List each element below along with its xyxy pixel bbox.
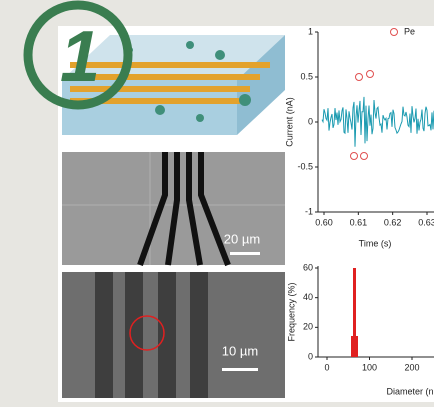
histogram-bar — [351, 336, 358, 357]
legend-label: Pe — [404, 26, 415, 36]
legend-marker — [390, 28, 398, 36]
x-tick-label: 0 — [324, 362, 329, 372]
y-tick-label: 1 — [308, 26, 313, 36]
x-tick-label: 200 — [404, 362, 419, 372]
y-tick-label: 20 — [303, 322, 313, 332]
y-axis-label: Frequency (%) — [286, 282, 296, 341]
histogram-bar — [353, 268, 356, 357]
x-tick-label: 0.61 — [350, 217, 368, 227]
x-tick-label: 0.60 — [315, 217, 333, 227]
peak-marker — [360, 152, 368, 160]
badge-number: 1 — [60, 17, 100, 97]
peak-marker — [350, 152, 358, 160]
x-tick-label: 0.63 — [418, 217, 434, 227]
y-tick-label: 0 — [308, 351, 313, 361]
scale-bar-label: 20 µm — [224, 231, 260, 246]
y-axis-label: Current (nA) — [284, 97, 294, 147]
peak-marker — [355, 73, 363, 81]
y-tick-label: -1 — [305, 206, 313, 216]
micrograph-bottom — [62, 272, 285, 398]
x-axis-label: Diameter (n — [386, 386, 433, 396]
y-tick-label: 40 — [303, 292, 313, 302]
y-tick-label: 0 — [308, 116, 313, 126]
y-tick-label: 0.5 — [300, 71, 313, 81]
y-tick-label: 60 — [303, 262, 313, 272]
scale-bar-label: 10 µm — [222, 343, 258, 358]
current-trace — [321, 96, 434, 147]
x-tick-label: 0.62 — [384, 217, 402, 227]
x-tick-label: 100 — [362, 362, 377, 372]
y-tick-label: -0.5 — [297, 161, 313, 171]
x-axis-label: Time (s) — [359, 238, 392, 248]
badge-ring — [23, 0, 133, 110]
micrograph-top — [62, 152, 285, 267]
peak-marker — [366, 70, 374, 78]
